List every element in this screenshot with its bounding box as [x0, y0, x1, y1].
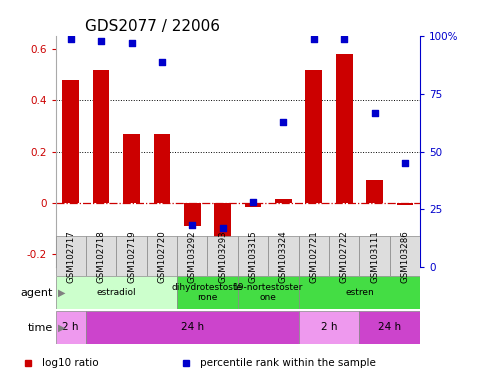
- Point: [67, 36, 74, 42]
- Point: [401, 160, 409, 166]
- Text: GDS2077 / 22006: GDS2077 / 22006: [85, 19, 220, 34]
- Point: [219, 225, 227, 231]
- Bar: [177, 276, 238, 309]
- Text: GSM103293: GSM103293: [218, 230, 227, 283]
- Text: 19-nortestoster
one: 19-nortestoster one: [233, 283, 303, 303]
- Point: [310, 36, 318, 42]
- Text: GSM103292: GSM103292: [188, 230, 197, 283]
- Bar: [184, 203, 200, 226]
- Bar: [214, 203, 231, 247]
- Point: [371, 109, 379, 116]
- Bar: [366, 180, 383, 203]
- Bar: [86, 236, 116, 276]
- Bar: [86, 311, 298, 344]
- Point: [341, 36, 348, 42]
- Bar: [62, 80, 79, 203]
- Point: [280, 119, 287, 125]
- Text: log10 ratio: log10 ratio: [42, 358, 99, 368]
- Text: GSM102722: GSM102722: [340, 230, 349, 283]
- Text: ▶: ▶: [58, 323, 66, 333]
- Bar: [268, 236, 298, 276]
- Text: GSM102720: GSM102720: [157, 230, 167, 283]
- Bar: [329, 236, 359, 276]
- Text: 24 h: 24 h: [181, 322, 204, 333]
- Point: [97, 38, 105, 44]
- Text: GSM103111: GSM103111: [370, 230, 379, 283]
- Bar: [359, 311, 420, 344]
- Text: GSM102719: GSM102719: [127, 230, 136, 283]
- Bar: [147, 236, 177, 276]
- Bar: [208, 236, 238, 276]
- Text: 2 h: 2 h: [321, 322, 337, 333]
- Text: GSM102717: GSM102717: [66, 230, 75, 283]
- Text: ▶: ▶: [58, 288, 66, 298]
- Text: 2 h: 2 h: [62, 322, 79, 333]
- Text: GSM102721: GSM102721: [309, 230, 318, 283]
- Point: [158, 59, 166, 65]
- Bar: [298, 311, 359, 344]
- Text: estren: estren: [345, 288, 374, 297]
- Bar: [298, 236, 329, 276]
- Text: GSM103286: GSM103286: [400, 230, 410, 283]
- Point: [188, 222, 196, 228]
- Bar: [177, 236, 208, 276]
- Bar: [238, 276, 298, 309]
- Text: estradiol: estradiol: [97, 288, 136, 297]
- Text: percentile rank within the sample: percentile rank within the sample: [200, 358, 376, 368]
- Bar: [275, 199, 292, 203]
- Bar: [298, 276, 420, 309]
- Text: 24 h: 24 h: [378, 322, 401, 333]
- Point: [249, 199, 257, 205]
- Bar: [154, 134, 170, 203]
- Text: GSM103315: GSM103315: [249, 230, 257, 283]
- Bar: [245, 203, 261, 207]
- Bar: [305, 70, 322, 203]
- Text: GSM102718: GSM102718: [97, 230, 106, 283]
- Text: dihydrotestoste
rone: dihydrotestoste rone: [172, 283, 243, 303]
- Text: GSM103324: GSM103324: [279, 230, 288, 283]
- Bar: [390, 236, 420, 276]
- Bar: [93, 70, 110, 203]
- Point: [128, 40, 135, 46]
- Bar: [56, 276, 177, 309]
- Bar: [397, 203, 413, 205]
- Bar: [116, 236, 147, 276]
- Text: agent: agent: [21, 288, 53, 298]
- Bar: [238, 236, 268, 276]
- Bar: [56, 311, 86, 344]
- Text: time: time: [28, 323, 53, 333]
- Bar: [359, 236, 390, 276]
- Bar: [56, 236, 86, 276]
- Bar: [336, 55, 353, 203]
- Bar: [123, 134, 140, 203]
